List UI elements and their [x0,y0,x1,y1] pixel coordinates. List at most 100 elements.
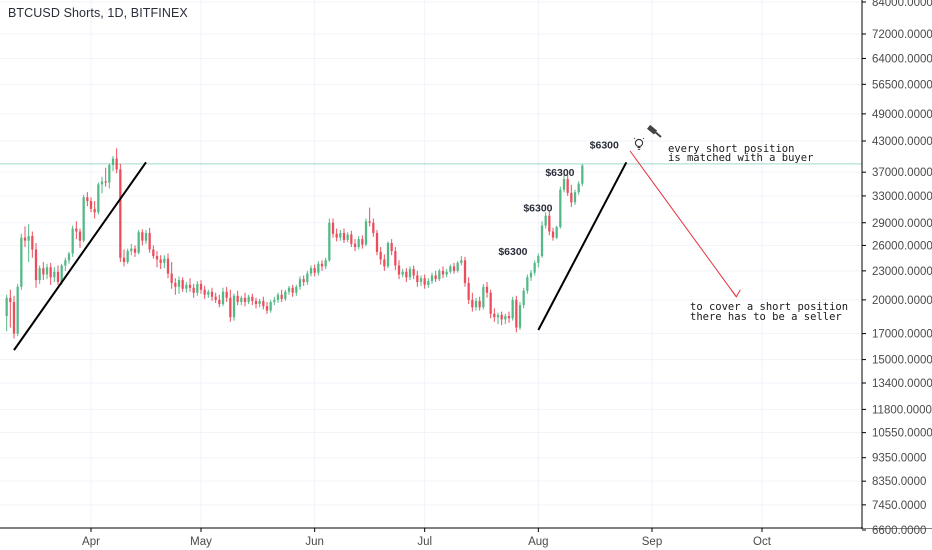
candle[interactable] [313,264,316,277]
candle[interactable] [306,270,309,285]
candle[interactable] [71,225,74,257]
candle[interactable] [372,218,375,237]
candle[interactable] [221,287,225,307]
candle[interactable] [229,289,232,322]
candle[interactable] [544,212,547,229]
candle[interactable] [284,289,287,301]
candle[interactable] [386,241,390,269]
candle[interactable] [361,235,364,249]
candle[interactable] [210,287,214,301]
candle[interactable] [122,249,126,267]
candle[interactable] [181,277,184,292]
candle[interactable] [298,276,302,290]
candle[interactable] [207,289,210,298]
candle[interactable] [9,289,12,328]
candle[interactable] [254,297,258,309]
candle[interactable] [522,287,525,309]
candle[interactable] [383,254,386,271]
candle[interactable] [185,281,188,293]
candle[interactable] [364,218,368,247]
candle[interactable] [430,272,434,284]
down-arrow-line[interactable] [629,150,737,298]
candle[interactable] [504,313,507,325]
candle[interactable] [111,156,115,172]
trendline-august[interactable] [537,161,628,331]
candle[interactable] [441,266,445,279]
candle[interactable] [434,270,437,282]
candle[interactable] [511,296,514,321]
candle[interactable] [16,283,19,337]
candle[interactable] [482,283,485,310]
candle[interactable] [493,308,496,322]
candle[interactable] [452,262,456,274]
candle[interactable] [82,194,85,243]
candle[interactable] [350,230,353,248]
candle[interactable] [412,265,415,280]
candle[interactable] [93,201,96,219]
candle[interactable] [449,264,452,274]
candle[interactable] [199,280,203,294]
candle[interactable] [5,294,8,332]
candle[interactable] [133,245,137,257]
candle[interactable] [526,274,529,294]
candle[interactable] [324,257,327,270]
candle[interactable] [485,281,489,298]
candle[interactable] [379,247,382,265]
candle[interactable] [548,211,551,236]
candle[interactable] [258,298,261,308]
candle[interactable] [467,277,470,305]
candle[interactable] [581,163,584,187]
candle[interactable] [243,292,247,307]
candle[interactable] [302,275,305,286]
candle[interactable] [247,294,250,305]
candle[interactable] [346,232,349,243]
candle[interactable] [155,251,159,268]
candle[interactable] [375,230,379,256]
candle[interactable] [291,284,294,297]
candle[interactable] [218,294,221,308]
candle[interactable] [34,243,38,288]
candle[interactable] [12,295,16,339]
candle[interactable] [507,311,511,323]
candle[interactable] [515,295,518,333]
candle[interactable] [192,283,195,298]
candle[interactable] [405,268,408,282]
candle[interactable] [232,293,236,321]
candle[interactable] [353,239,357,252]
candle[interactable] [471,292,474,312]
candle[interactable] [152,245,155,259]
candle[interactable] [97,182,100,215]
candle[interactable] [335,228,338,242]
candle[interactable] [38,265,41,284]
candle[interactable] [489,289,492,319]
candle[interactable] [368,207,371,227]
candle[interactable] [394,247,397,270]
candle[interactable] [225,286,228,302]
candle[interactable] [67,251,71,264]
candle[interactable] [45,263,49,280]
candle[interactable] [570,184,573,207]
candle[interactable] [540,221,544,258]
candle[interactable] [331,218,335,238]
candle[interactable] [203,285,206,299]
candle[interactable] [416,270,419,287]
candle[interactable] [75,221,78,240]
candle[interactable] [309,265,313,277]
candle[interactable] [144,230,148,244]
candle[interactable] [20,233,23,290]
candle[interactable] [78,228,82,248]
candle[interactable] [64,257,67,271]
candle[interactable] [265,301,269,314]
candle[interactable] [49,262,52,285]
candle[interactable] [518,301,522,330]
candle[interactable] [240,295,243,306]
candle[interactable] [89,197,93,213]
candle[interactable] [474,297,478,311]
candle[interactable] [276,292,280,304]
candle[interactable] [533,260,536,276]
candle[interactable] [478,296,481,311]
candle[interactable] [529,269,533,282]
candle[interactable] [500,311,503,326]
candle[interactable] [320,260,324,271]
